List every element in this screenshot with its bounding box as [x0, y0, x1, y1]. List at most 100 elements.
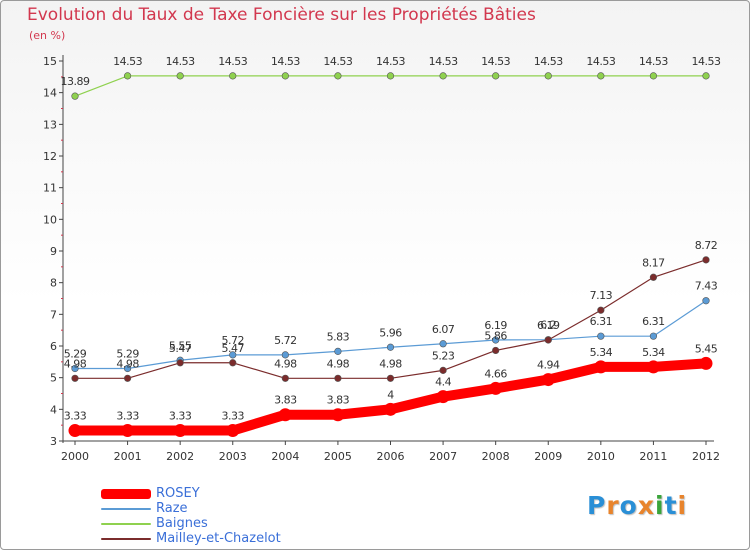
x-tick-label: 2007 — [429, 450, 457, 463]
data-label: 5.34 — [590, 346, 613, 359]
data-label: 14.53 — [639, 55, 668, 68]
data-point — [489, 381, 503, 395]
data-label: 5.29 — [116, 347, 139, 360]
data-label: 4.98 — [274, 357, 297, 370]
logo-letter: o — [619, 491, 638, 520]
logo-letter: i — [655, 491, 665, 520]
logo-letter: r — [606, 491, 620, 520]
data-point — [386, 72, 395, 80]
data-label: 14.53 — [586, 55, 615, 68]
x-tick-label: 2003 — [219, 450, 247, 463]
data-point — [702, 297, 710, 305]
data-label: 3.83 — [327, 394, 350, 407]
data-label: 4.98 — [116, 357, 139, 370]
legend-item: Mailley-et-Chazelot — [101, 531, 281, 546]
data-point — [123, 364, 132, 373]
legend-swatch — [101, 488, 151, 499]
y-tick-label: 11 — [43, 182, 57, 195]
x-tick-label: 2006 — [377, 450, 405, 463]
data-point — [386, 343, 395, 351]
data-point — [173, 424, 187, 438]
data-label: 6.07 — [432, 323, 455, 336]
data-label: 5.29 — [64, 347, 87, 360]
data-point — [334, 374, 342, 382]
data-label: 5.45 — [695, 342, 718, 355]
data-label: 4.98 — [64, 357, 87, 370]
data-point — [544, 72, 552, 80]
y-tick-label: 12 — [43, 150, 57, 163]
legend-item: Baignes — [101, 516, 208, 531]
logo-letter: i — [677, 491, 688, 520]
data-label: 6.2 — [540, 319, 556, 332]
data-point — [68, 424, 82, 438]
data-label: 14.53 — [113, 55, 142, 68]
data-label: 6.31 — [642, 315, 665, 328]
data-label: 5.47 — [222, 342, 245, 355]
y-tick-label: 14 — [43, 87, 57, 100]
data-point — [123, 374, 132, 382]
x-tick-label: 2009 — [534, 450, 562, 463]
y-tick-label: 10 — [43, 213, 57, 226]
data-label: 5.47 — [169, 342, 192, 355]
data-point — [229, 359, 237, 367]
data-point — [121, 424, 135, 438]
data-label: 5.55 — [169, 339, 192, 352]
data-label: 4.98 — [327, 357, 350, 370]
data-label: 6.19 — [537, 319, 560, 332]
data-label: 3.33 — [116, 410, 139, 423]
data-point — [281, 72, 289, 80]
data-point — [71, 374, 79, 382]
y-tick-label: 9 — [50, 245, 57, 258]
legend-label: ROSEY — [156, 486, 200, 501]
data-label: 14.53 — [218, 55, 247, 68]
data-label: 5.83 — [327, 330, 350, 343]
y-tick-label: 13 — [43, 118, 57, 131]
data-point — [123, 72, 132, 80]
data-point — [649, 72, 658, 80]
legend-swatch — [101, 507, 151, 510]
data-point — [71, 92, 79, 100]
data-point — [71, 364, 79, 373]
data-point — [702, 72, 710, 80]
data-label: 13.89 — [61, 75, 90, 88]
data-point — [699, 356, 713, 370]
data-point — [229, 351, 237, 359]
y-tick-label: 6 — [50, 340, 57, 353]
data-point — [281, 374, 289, 382]
data-label: 4.94 — [537, 359, 560, 372]
data-label: 4.98 — [379, 357, 402, 370]
data-label: 6.19 — [484, 319, 507, 332]
legend-swatch — [101, 522, 151, 525]
data-label: 14.53 — [481, 55, 510, 68]
legend-item: Raze — [101, 501, 188, 516]
data-label: 3.33 — [64, 410, 87, 423]
data-point — [649, 273, 658, 281]
chart-title: Evolution du Taux de Taxe Foncière sur l… — [27, 5, 536, 25]
logo-letter: t — [664, 491, 678, 520]
logo-letter: x — [637, 491, 655, 520]
data-label: 5.72 — [222, 334, 245, 347]
data-point — [436, 390, 450, 404]
x-tick-label: 2000 — [61, 450, 89, 463]
data-point — [384, 402, 397, 416]
data-point — [439, 366, 447, 374]
data-label: 14.53 — [534, 55, 563, 68]
data-label: 14.53 — [429, 55, 458, 68]
chart-unit-label: (en %) — [29, 29, 66, 42]
data-label: 14.53 — [376, 55, 405, 68]
data-label: 7.43 — [695, 280, 718, 293]
data-point — [334, 347, 342, 355]
data-point — [439, 340, 447, 348]
data-label: 14.53 — [323, 55, 352, 68]
y-tick-label: 3 — [50, 435, 57, 448]
data-point — [541, 373, 555, 387]
x-tick-label: 2008 — [482, 450, 510, 463]
y-tick-label: 4 — [50, 403, 57, 416]
data-point — [597, 332, 605, 340]
data-point — [176, 359, 184, 367]
x-tick-label: 2011 — [639, 450, 667, 463]
y-tick-label: 5 — [50, 372, 57, 385]
x-tick-label: 2012 — [692, 450, 720, 463]
x-tick-label: 2005 — [324, 450, 352, 463]
